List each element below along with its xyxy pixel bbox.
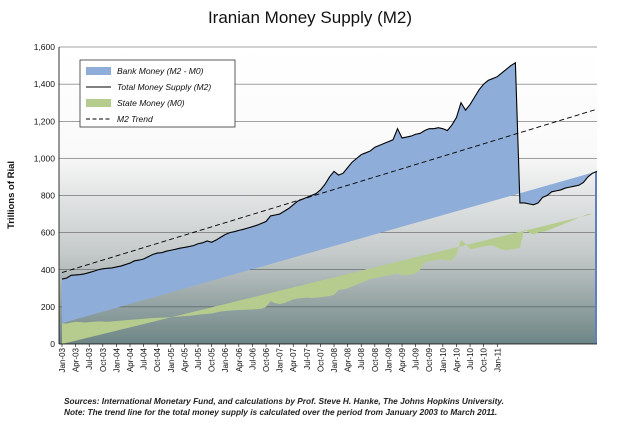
trend-note-line: Note: The trend line for the total money… — [64, 406, 498, 417]
line-layer — [61, 61, 598, 280]
x-tick-label: Apr-04 — [126, 347, 135, 372]
x-tick-label: Apr-08 — [344, 347, 353, 372]
chart-canvas: 0 200 400 600 800 1,000 1,200 1,400 1,600 Jan-03 A… — [6, 42, 598, 372]
total-money-supply-line — [61, 61, 598, 280]
x-tick-label: Apr-07 — [289, 347, 298, 372]
x-tick-label: Jan-11 — [493, 347, 502, 371]
x-tick-label: Jan-04 — [112, 347, 121, 372]
x-tick-label: Jul-08 — [357, 347, 366, 369]
x-tick-label: Apr-10 — [452, 347, 461, 372]
x-tick-label: Oct-07 — [316, 347, 325, 372]
sources-line: Sources: International Monetary Fund, an… — [64, 396, 504, 406]
final-month-bar — [595, 171, 597, 344]
x-tick-label: Apr-06 — [235, 347, 244, 372]
y-tick-label: 0 — [50, 339, 55, 349]
bank-money-area — [62, 62, 597, 324]
legend-swatch — [86, 67, 111, 75]
x-tick-label: Jan-09 — [384, 347, 393, 372]
area-layer — [62, 62, 597, 344]
x-tick-label: Jul-10 — [466, 347, 475, 369]
x-tick-label: Oct-04 — [153, 347, 162, 372]
x-tick-label: Oct-05 — [208, 347, 217, 372]
legend: Bank Money (M2 - M0) Total Money Supply (… — [79, 59, 236, 128]
x-tick-label: Jul-06 — [248, 347, 257, 369]
y-tick-label: 1,400 — [34, 79, 56, 89]
m2-trend-line — [61, 108, 598, 273]
legend-label: Bank Money (M2 - M0) — [117, 66, 204, 76]
x-tick-label: Jan-07 — [276, 347, 285, 372]
y-tick-label: 1,000 — [34, 153, 56, 163]
x-tick-label: Jul-04 — [140, 347, 149, 369]
y-tick-label: 200 — [41, 302, 55, 312]
legend-label: State Money (M0) — [117, 98, 185, 108]
x-tick-label: Jul-05 — [194, 347, 203, 369]
axis-layer: 0 200 400 600 800 1,000 1,200 1,400 1,600 Jan-03 A… — [34, 42, 597, 372]
y-tick-label: 400 — [41, 265, 55, 275]
x-tick-label: Apr-03 — [72, 347, 81, 372]
y-axis-label: Trillions of Rial — [6, 161, 17, 229]
y-tick-label: 1,200 — [34, 116, 56, 126]
x-tick-label: Oct-08 — [371, 347, 380, 372]
sources-note: Sources: International Monetary Fund, an… — [64, 396, 614, 417]
x-tick-label: Jan-03 — [58, 347, 67, 372]
x-tick-label: Oct-06 — [262, 347, 271, 372]
x-tick-label: Jan-08 — [330, 347, 339, 372]
x-tick-label: Apr-05 — [180, 347, 189, 372]
x-tick-label: Oct-03 — [99, 347, 108, 372]
chart-title: Iranian Money Supply (M2) — [207, 8, 413, 27]
x-tick-label: Jul-09 — [412, 347, 421, 369]
x-tick-label: Jan-06 — [221, 347, 230, 372]
x-tick-label: Apr-09 — [398, 347, 407, 372]
x-tick-label: Oct-10 — [480, 347, 489, 372]
legend-swatch — [86, 99, 111, 107]
legend-label: M2 Trend — [117, 114, 153, 124]
x-tick-label: Jan-10 — [439, 347, 448, 372]
y-tick-label: 600 — [41, 228, 55, 238]
x-tick-label: Jan-05 — [167, 347, 176, 372]
x-tick-label: Oct-09 — [425, 347, 434, 372]
legend-label: Total Money Supply (M2) — [117, 82, 211, 92]
x-tick-label: Jul-03 — [85, 347, 94, 369]
y-tick-label: 1,600 — [34, 42, 56, 52]
y-tick-label: 800 — [41, 191, 55, 201]
state-money-area — [62, 214, 593, 344]
x-tick-label: Jul-07 — [303, 347, 312, 369]
